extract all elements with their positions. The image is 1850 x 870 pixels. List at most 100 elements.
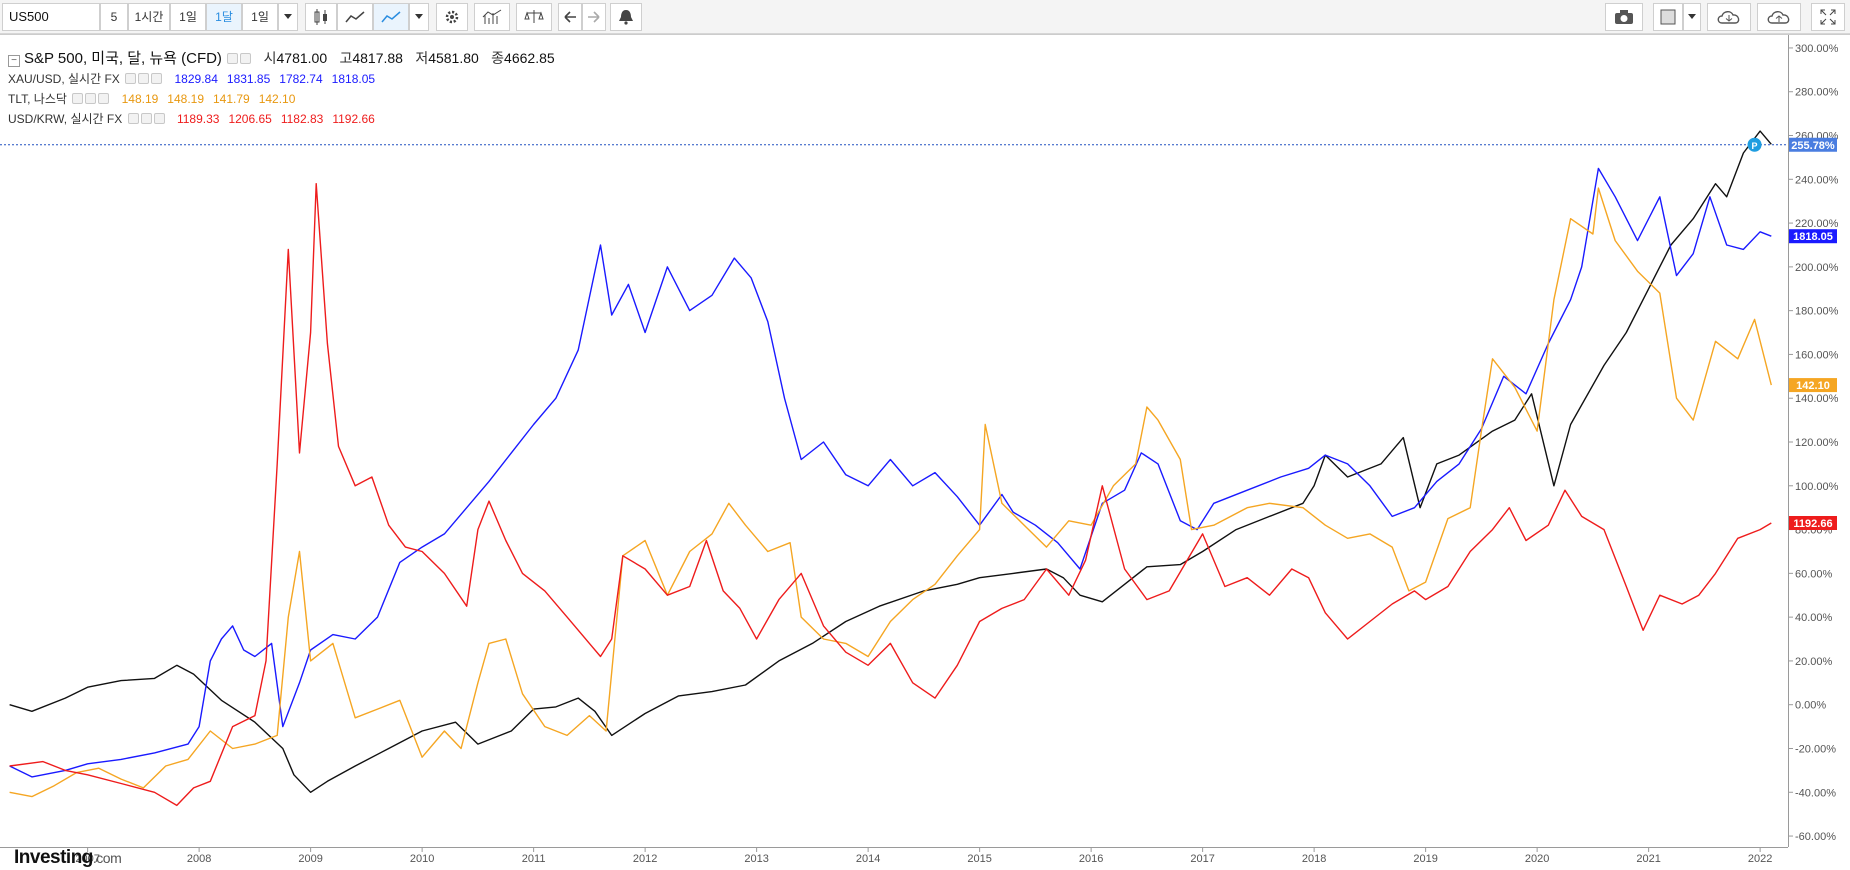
tlt-low-value: 141.79: [213, 92, 250, 106]
y-tick-label: 180.00%: [1795, 306, 1839, 318]
interval-dropdown-button[interactable]: [278, 3, 298, 31]
screenshot-button[interactable]: [1605, 3, 1643, 31]
marker-p-label: P: [1752, 141, 1758, 151]
dropdown-icon: [415, 14, 423, 19]
interval-custom-button[interactable]: 1일: [242, 3, 278, 31]
y-axis-panel: [1788, 35, 1850, 865]
series-line-2: [9, 187, 1772, 798]
interval-1hour-button[interactable]: 1시간: [128, 3, 170, 31]
y-tick-label: 160.00%: [1795, 349, 1839, 361]
legend-usdkrw: USD/KRW, 실시간 FX 1189.33 1206.65 1182.83 119…: [8, 110, 375, 127]
krw-close-value: 1192.66: [332, 112, 375, 126]
candlestick-icon: [314, 9, 327, 25]
alert-button[interactable]: [610, 3, 642, 31]
close-icon[interactable]: [98, 93, 110, 104]
y-tick-label: 0.00%: [1795, 700, 1826, 712]
tlt-high-value: 148.19: [167, 92, 204, 106]
low-label: 저: [415, 50, 429, 66]
x-tick-label: 2007: [75, 853, 99, 865]
visibility-icon[interactable]: [127, 113, 139, 124]
open-label: 시: [263, 50, 277, 66]
open-value: 4781.00: [276, 50, 328, 66]
low-value: 4581.80: [428, 50, 479, 66]
interval-5min-button[interactable]: 5: [100, 3, 128, 31]
settings-icon[interactable]: [85, 93, 97, 104]
xau-high-value: 1831.85: [226, 72, 271, 86]
x-tick-label: 2020: [1525, 853, 1549, 865]
chart-area[interactable]: 300.00% 280.00% 260.00% 240.00% 220.00% 200.0…: [0, 34, 1850, 868]
x-tick-label: 2011: [522, 853, 546, 865]
cloud-load-icon: [1717, 11, 1740, 24]
interval-1day-button[interactable]: 1일: [170, 3, 206, 31]
symbol-input[interactable]: US500: [2, 3, 100, 31]
x-tick-label: 2014: [856, 853, 880, 865]
x-tick-label: 2021: [1636, 853, 1660, 865]
cloud-load-button[interactable]: [1707, 3, 1751, 31]
fullscreen-icon: [1820, 9, 1836, 25]
undo-button[interactable]: [558, 3, 582, 31]
candlestick-button[interactable]: [305, 3, 337, 31]
area-chart-icon: [381, 11, 401, 23]
xau-close-value: 1818.05: [331, 72, 376, 86]
price-label-bg-0: [1789, 137, 1837, 152]
area-chart-button[interactable]: [373, 3, 409, 31]
compare-button[interactable]: [516, 3, 552, 31]
legend-sp500-name: S&P 500, 미국, 달, 뉴욕 (CFD): [24, 50, 222, 67]
settings-button[interactable]: [436, 3, 468, 31]
legend-usdkrw-name: USD/KRW, 실시간 FX: [8, 112, 123, 126]
line-chart-button[interactable]: [337, 3, 373, 31]
chevron-down-icon: [1688, 14, 1696, 19]
settings-icon[interactable]: [140, 113, 152, 124]
chart-type-dropdown[interactable]: [409, 3, 429, 31]
indicators-button[interactable]: [474, 3, 510, 31]
legend-sp500: − S&P 500, 미국, 달, 뉴욕 (CFD) 시4781.00 고4817…: [8, 47, 555, 68]
price-label-bg-1: [1789, 229, 1837, 244]
visibility-icon[interactable]: [227, 53, 239, 64]
line-chart-icon: [345, 11, 365, 23]
price-label-bg-3: [1789, 516, 1837, 530]
y-tick-label: 300.00%: [1795, 43, 1839, 55]
cloud-save-icon: [1767, 11, 1790, 24]
y-tick-label: 120.00%: [1795, 437, 1839, 449]
redo-button[interactable]: [582, 3, 606, 31]
gear-icon: [445, 10, 459, 24]
krw-open-value: 1189.33: [176, 112, 220, 126]
x-tick-label: 2018: [1302, 853, 1326, 865]
chevron-down-icon: [284, 14, 292, 19]
chart-svg[interactable]: 300.00%280.00%260.00%240.00%220.00%200.0…: [0, 35, 1850, 865]
legend-xauusd-name: XAU/USD, 실시간 FX: [8, 72, 120, 86]
xau-open-value: 1829.84: [174, 72, 218, 86]
y-tick-label: 240.00%: [1795, 174, 1839, 186]
layout-button[interactable]: [1653, 3, 1683, 31]
price-label-3: 1192.66: [1793, 518, 1832, 530]
y-tick-label: 60.00%: [1795, 568, 1833, 580]
visibility-icon[interactable]: [72, 93, 84, 104]
fullscreen-button[interactable]: [1811, 3, 1845, 31]
x-tick-label: 2016: [1079, 853, 1103, 865]
layout-icon: [1660, 9, 1676, 25]
x-tick-label: 2017: [1190, 853, 1214, 865]
settings-icon[interactable]: [240, 53, 252, 64]
series-line-1: [9, 167, 1772, 778]
visibility-icon[interactable]: [125, 73, 137, 84]
y-tick-label: 220.00%: [1795, 218, 1839, 230]
y-tick-label: -60.00%: [1795, 831, 1836, 843]
cloud-save-button[interactable]: [1757, 3, 1801, 31]
tlt-close-value: 142.10: [258, 92, 296, 106]
alert-icon: [619, 10, 633, 25]
interval-1month-button[interactable]: 1달: [206, 3, 242, 31]
y-tick-label: 200.00%: [1795, 262, 1839, 274]
logo-suffix: .com: [92, 850, 122, 866]
x-tick-label: 2015: [967, 853, 991, 865]
close-icon[interactable]: [151, 73, 163, 84]
collapse-icon[interactable]: −: [8, 55, 20, 67]
settings-icon[interactable]: [138, 73, 150, 84]
legend-xauusd: XAU/USD, 실시간 FX 1829.84 1831.85 1782.74 181…: [8, 70, 375, 87]
price-label-2: 142.10: [1796, 380, 1830, 392]
krw-low-value: 1182.83: [280, 112, 324, 126]
layout-dropdown[interactable]: [1683, 3, 1701, 31]
x-tick-label: 2013: [744, 853, 768, 865]
compare-icon: [524, 10, 544, 23]
close-icon[interactable]: [153, 113, 165, 124]
high-value: 4817.88: [352, 50, 403, 66]
